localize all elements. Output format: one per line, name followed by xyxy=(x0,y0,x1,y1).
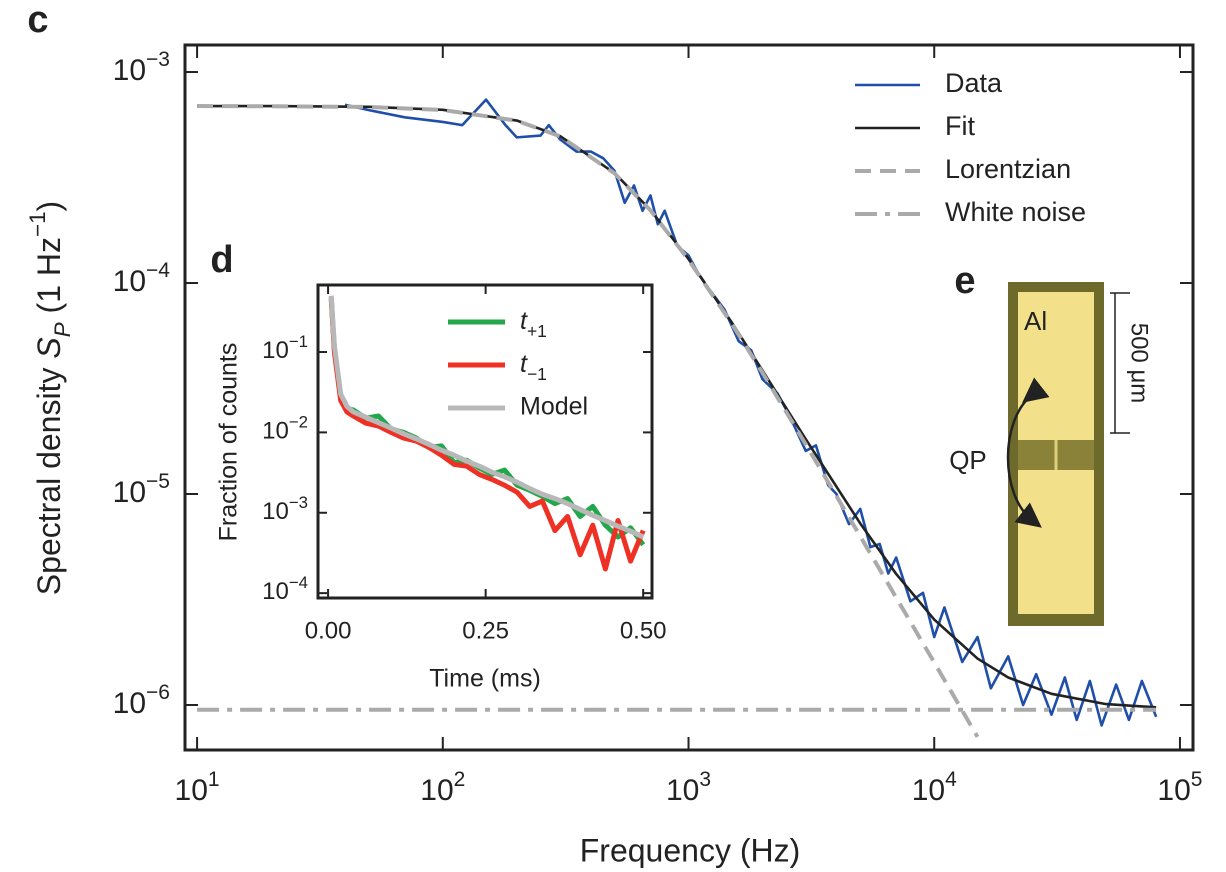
legend-label-part: −1 xyxy=(527,364,547,384)
legend-label: Fit xyxy=(945,111,975,141)
y-axis-label-part: Spectral density xyxy=(31,359,67,596)
legend-label-part: +1 xyxy=(527,321,547,341)
x-tick-label-part: 4 xyxy=(945,768,957,791)
y-axis-label-part: ) xyxy=(31,201,67,212)
legend-label-part: t xyxy=(520,350,528,378)
y-tick-label: 10−6 xyxy=(113,681,170,720)
y-tick-label-part: −4 xyxy=(289,573,308,592)
y-tick-label-part: −5 xyxy=(146,470,170,493)
y-tick-label-part: −6 xyxy=(146,681,170,704)
y-tick-label-part: 10 xyxy=(262,337,289,364)
legend-label: t+1 xyxy=(520,307,547,341)
y-tick-label-part: −4 xyxy=(146,259,170,282)
y-tick-label: 10−4 xyxy=(262,573,308,605)
panel-label: d xyxy=(210,239,233,281)
series-line xyxy=(328,295,645,540)
x-tick-label-part: 1 xyxy=(208,768,220,791)
pad-bottom xyxy=(1018,470,1094,614)
legend-label-part: t xyxy=(520,307,528,335)
series-line xyxy=(328,297,646,572)
legend-label: White noise xyxy=(945,197,1086,227)
y-tick-label-part: 10 xyxy=(262,418,289,445)
panel-label: e xyxy=(954,260,975,302)
y-tick-label-part: 10 xyxy=(113,54,146,87)
series-group xyxy=(328,295,646,572)
series-group xyxy=(197,98,1158,738)
y-tick-label-part: −3 xyxy=(289,493,308,512)
y-tick-label: 10−3 xyxy=(262,493,308,525)
scale-bar-label: 500 μm xyxy=(1126,323,1153,404)
y-axis-label: Fraction of counts xyxy=(215,343,243,542)
y-tick-label-part: 10 xyxy=(262,498,289,525)
legend-label: t−1 xyxy=(520,350,547,384)
y-tick-label-part: −2 xyxy=(289,412,308,431)
y-tick-label: 10−3 xyxy=(113,48,170,87)
x-tick-label-part: 10 xyxy=(666,774,699,807)
device-panel: e Al QP 500 μm xyxy=(949,260,1153,626)
x-tick-label-part: 5 xyxy=(1191,768,1203,791)
y-tick-label-part: −1 xyxy=(289,332,308,351)
plot-frame xyxy=(183,43,1195,752)
y-axis-label-part: S xyxy=(31,337,67,358)
x-tick-label: 104 xyxy=(912,768,957,807)
x-tick-label-part: 10 xyxy=(1157,774,1190,807)
y-tick-label: 10−2 xyxy=(262,412,308,444)
y-axis-label-part: (1 Hz xyxy=(31,237,67,322)
x-tick-label: 0.50 xyxy=(620,617,667,644)
tunnel-arrow xyxy=(1006,377,1050,528)
x-axis-label: Time (ms) xyxy=(429,665,541,693)
y-axis-label-part: P xyxy=(50,322,75,337)
x-tick-label-part: 3 xyxy=(699,768,711,791)
x-tick-label-part: 10 xyxy=(912,774,945,807)
legend-label: Data xyxy=(945,68,1003,98)
material-label: Al xyxy=(1024,306,1047,336)
y-tick-label-part: 10 xyxy=(113,687,146,720)
x-tick-label: 103 xyxy=(666,768,711,807)
y-tick-label-part: −3 xyxy=(146,48,170,71)
x-tick-label-part: 2 xyxy=(454,768,466,791)
x-tick-label-part: 10 xyxy=(420,774,453,807)
y-tick-label: 10−4 xyxy=(113,259,171,298)
x-tick-label-part: 10 xyxy=(175,774,208,807)
y-tick-label: 10−5 xyxy=(113,470,170,509)
y-tick-label: 10−1 xyxy=(262,332,308,364)
y-axis-label-part: −1 xyxy=(25,211,50,237)
legend-label: Model xyxy=(520,393,588,421)
legend-label: Lorentzian xyxy=(945,154,1071,184)
y-tick-label-part: 10 xyxy=(113,265,146,298)
x-tick-label: 105 xyxy=(1157,768,1202,807)
x-tick-label: 0.25 xyxy=(462,617,509,644)
x-tick-label: 102 xyxy=(420,768,465,807)
x-tick-label: 101 xyxy=(175,768,220,807)
carrier-label: QP xyxy=(949,445,987,475)
x-tick-label: 0.00 xyxy=(305,617,352,644)
panel-label: c xyxy=(27,0,48,41)
x-axis-label: Frequency (Hz) xyxy=(580,832,801,868)
plot-frame xyxy=(316,283,654,600)
y-axis-label: Spectral density SP (1 Hz−1) xyxy=(25,201,75,595)
y-tick-label-part: 10 xyxy=(113,476,146,509)
y-tick-label-part: 10 xyxy=(262,578,289,605)
